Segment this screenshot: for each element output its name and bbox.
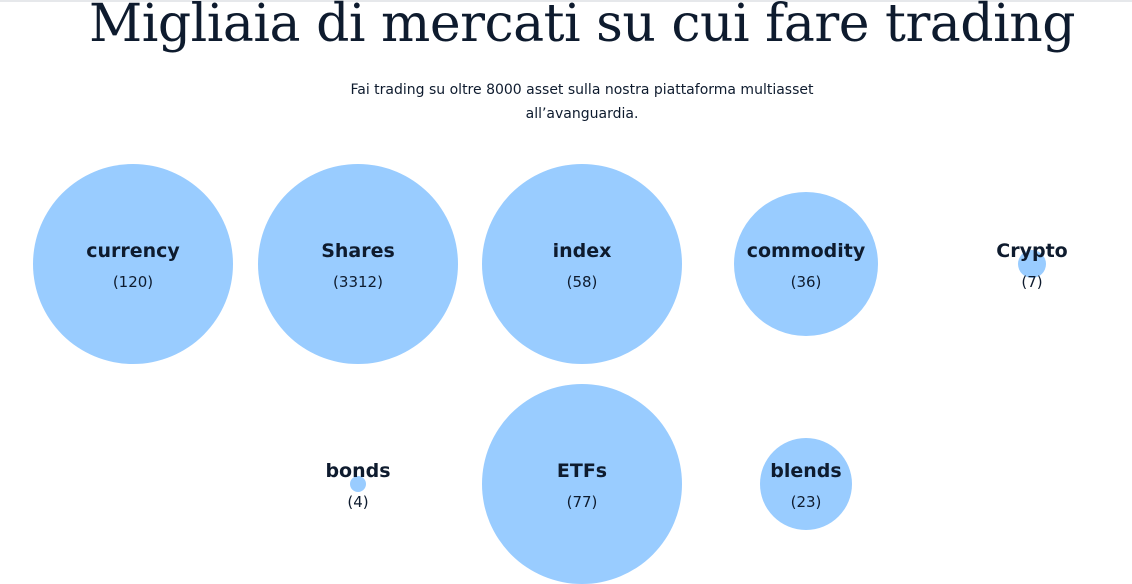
market-count: (7) (1021, 273, 1043, 291)
market-bubble[interactable] (1018, 250, 1046, 278)
title: Migliaia di mercati su cui fare trading (89, 0, 1076, 54)
market-count: (3312) (333, 273, 383, 291)
market-bubble[interactable] (350, 476, 366, 492)
market-count: (77) (566, 493, 598, 511)
subtitle-line: all’avanguardia. (525, 106, 639, 122)
market-bubble[interactable] (33, 164, 233, 364)
market-bubble[interactable] (482, 164, 682, 364)
market-count: (36) (790, 273, 822, 291)
top-border (0, 0, 1132, 2)
market-bubble[interactable] (760, 438, 852, 530)
market-name: Crypto (996, 240, 1068, 262)
market-count: (4) (347, 493, 369, 511)
market-bubble[interactable] (258, 164, 458, 364)
market-count: (120) (112, 273, 154, 291)
market-name: ETFs (556, 460, 608, 482)
market-name: currency (86, 240, 180, 262)
market-count: (58) (566, 273, 598, 291)
subtitle: Fai trading su oltre 8000 asset sulla no… (332, 78, 832, 126)
market-name: blends (770, 460, 842, 482)
market-name: bonds (325, 460, 391, 482)
market-name: index (552, 240, 612, 262)
market-count: (23) (790, 493, 822, 511)
market-name: commodity (746, 240, 866, 262)
market-name: Shares (321, 240, 395, 262)
subtitle-line: Fai trading su oltre 8000 asset sulla no… (350, 82, 814, 98)
market-bubble[interactable] (482, 384, 682, 584)
market-bubble[interactable] (734, 192, 878, 336)
